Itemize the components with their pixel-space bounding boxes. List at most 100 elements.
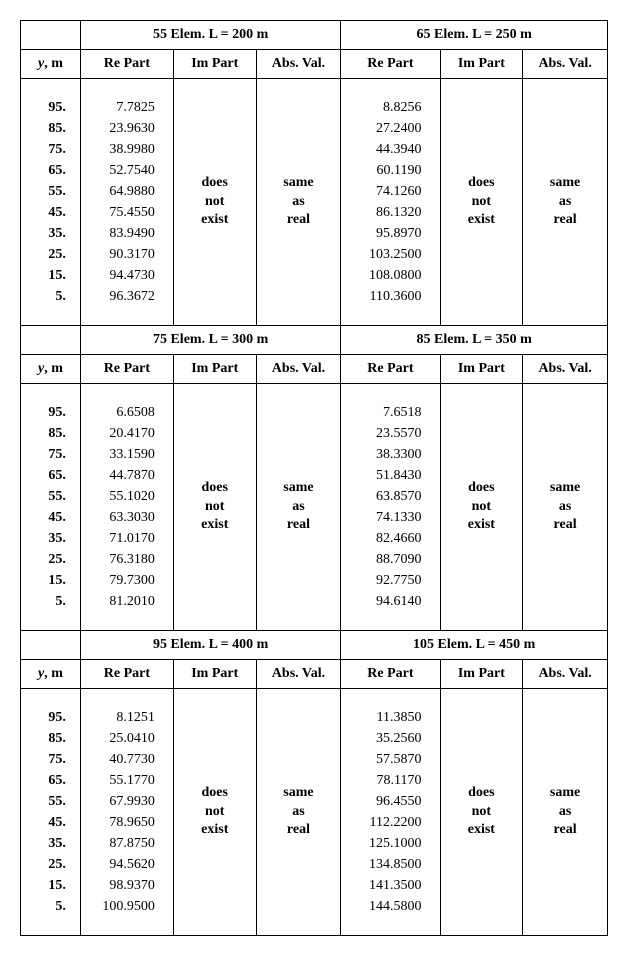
- col-header: Re Part: [80, 50, 173, 79]
- av-column-left: sameasreal: [256, 384, 341, 631]
- av-column-right: sameasreal: [523, 79, 608, 326]
- data-value: 15.: [48, 878, 66, 894]
- data-value: 55.1770: [109, 773, 155, 789]
- data-value: 8.8256: [383, 100, 422, 116]
- data-value: exist: [201, 212, 228, 229]
- data-value: does: [202, 480, 228, 497]
- data-value: 7.7825: [116, 100, 155, 116]
- col-header: Re Part: [341, 50, 440, 79]
- data-value: 74.1260: [376, 184, 422, 200]
- data-value: 71.0170: [109, 531, 155, 547]
- y-column: 95.85.75.65.55.45.35.25.15.5.: [21, 689, 81, 936]
- data-value: 55.1020: [109, 489, 155, 505]
- av-column-left: sameasreal: [256, 79, 341, 326]
- data-value: exist: [201, 517, 228, 534]
- data-value: 52.7540: [109, 163, 155, 179]
- data-value: 94.6140: [376, 594, 422, 610]
- data-value: 78.9650: [109, 815, 155, 831]
- data-value: real: [554, 212, 577, 229]
- data-value: 100.9500: [102, 899, 155, 915]
- data-value: does: [468, 480, 494, 497]
- section-title-right: 105 Elem. L = 450 m: [341, 631, 608, 660]
- data-value: 35.2560: [376, 731, 422, 747]
- data-value: 94.4730: [109, 268, 155, 284]
- data-value: 112.2200: [370, 815, 422, 831]
- y-column: 95.85.75.65.55.45.35.25.15.5.: [21, 79, 81, 326]
- col-header: Im Part: [440, 355, 523, 384]
- data-value: same: [283, 175, 313, 192]
- col-header-y: y, m: [21, 355, 81, 384]
- data-value: 57.5870: [376, 752, 422, 768]
- section-title-right: 65 Elem. L = 250 m: [341, 21, 608, 50]
- data-value: not: [472, 804, 491, 821]
- data-value: 85.: [48, 121, 66, 137]
- col-header: Re Part: [341, 660, 440, 689]
- blank-cell: [21, 326, 81, 355]
- section-title-left: 55 Elem. L = 200 m: [80, 21, 340, 50]
- data-value: same: [283, 480, 313, 497]
- im-column-left: doesnotexist: [173, 79, 256, 326]
- data-value: exist: [468, 517, 495, 534]
- col-header: Re Part: [80, 660, 173, 689]
- data-value: same: [550, 480, 580, 497]
- data-value: 38.3300: [376, 447, 422, 463]
- data-value: 35.: [48, 836, 66, 852]
- data-value: 51.8430: [376, 468, 422, 484]
- data-value: 55.: [48, 184, 66, 200]
- data-value: not: [472, 499, 491, 516]
- data-value: 25.: [48, 857, 66, 873]
- data-value: same: [283, 785, 313, 802]
- data-value: 65.: [48, 468, 66, 484]
- data-value: as: [292, 499, 304, 516]
- data-value: 15.: [48, 268, 66, 284]
- data-value: 86.1320: [376, 205, 422, 221]
- data-value: 5.: [55, 289, 66, 305]
- data-value: 44.3940: [376, 142, 422, 158]
- data-value: 25.: [48, 247, 66, 263]
- blank-cell: [21, 21, 81, 50]
- im-column-left: doesnotexist: [173, 384, 256, 631]
- data-value: 88.7090: [376, 552, 422, 568]
- data-value: 74.1330: [376, 510, 422, 526]
- col-header: Im Part: [440, 50, 523, 79]
- data-value: 7.6518: [383, 405, 422, 421]
- data-value: 45.: [48, 510, 66, 526]
- col-header: Im Part: [173, 355, 256, 384]
- data-value: 75.: [48, 752, 66, 768]
- data-value: 87.8750: [109, 836, 155, 852]
- data-value: 5.: [55, 594, 66, 610]
- col-header: Re Part: [80, 355, 173, 384]
- data-value: 55.: [48, 489, 66, 505]
- re-column-left: 8.125125.041040.773055.177067.993078.965…: [80, 689, 173, 936]
- data-value: 81.2010: [109, 594, 155, 610]
- data-value: 85.: [48, 426, 66, 442]
- re-column-right: 8.825627.240044.394060.119074.126086.132…: [341, 79, 440, 326]
- data-value: 75.: [48, 142, 66, 158]
- col-header: Im Part: [173, 50, 256, 79]
- col-header: Abs. Val.: [523, 50, 608, 79]
- data-value: not: [205, 804, 224, 821]
- blank-cell: [21, 631, 81, 660]
- data-value: as: [559, 499, 571, 516]
- data-value: 33.1590: [109, 447, 155, 463]
- data-value: 108.0800: [369, 268, 422, 284]
- data-value: 75.: [48, 447, 66, 463]
- data-value: 95.: [48, 405, 66, 421]
- data-value: exist: [201, 822, 228, 839]
- col-header: Abs. Val.: [256, 50, 341, 79]
- col-header: Abs. Val.: [523, 355, 608, 384]
- section-title-right: 85 Elem. L = 350 m: [341, 326, 608, 355]
- data-value: not: [205, 194, 224, 211]
- data-value: 55.: [48, 794, 66, 810]
- data-value: 75.4550: [109, 205, 155, 221]
- im-column-left: doesnotexist: [173, 689, 256, 936]
- data-value: 35.: [48, 531, 66, 547]
- data-value: 96.4550: [376, 794, 422, 810]
- data-value: 65.: [48, 773, 66, 789]
- data-value: 94.5620: [109, 857, 155, 873]
- data-value: 78.1170: [377, 773, 422, 789]
- re-column-left: 7.782523.963038.998052.754064.988075.455…: [80, 79, 173, 326]
- data-value: 85.: [48, 731, 66, 747]
- col-header: Abs. Val.: [256, 660, 341, 689]
- section-title-left: 95 Elem. L = 400 m: [80, 631, 340, 660]
